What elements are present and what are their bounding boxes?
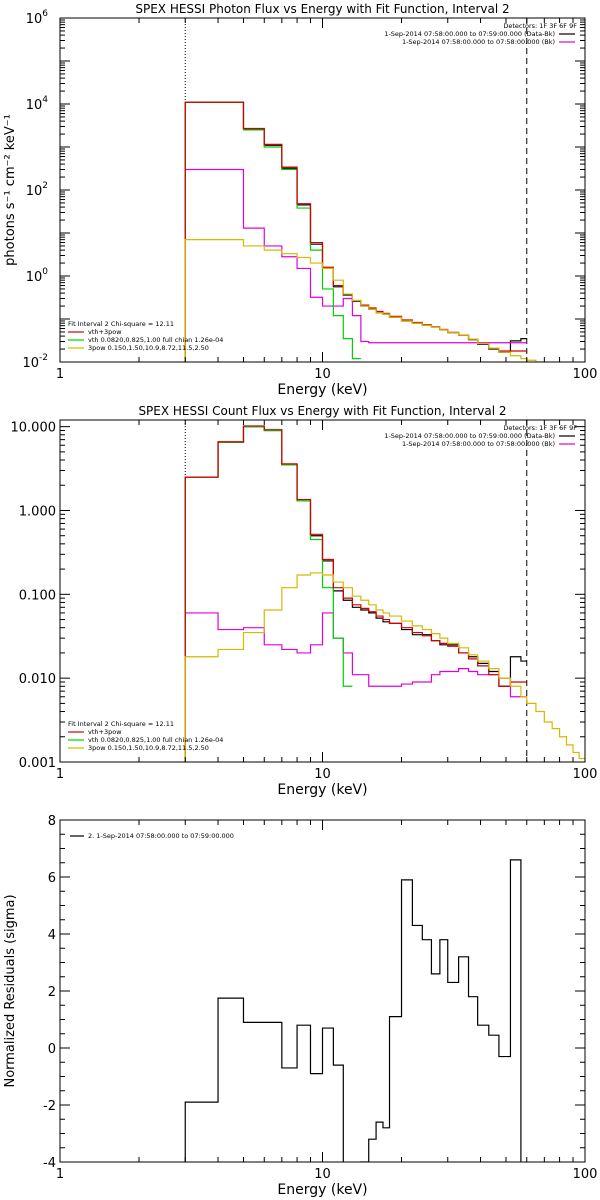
photon-x-tick-label: 100 [573,367,598,382]
photon-series-3pow [184,239,545,362]
photon-fit-legend-entry: vth+3pow [88,328,122,336]
residual-y-tick-label: 4 [48,928,56,943]
count-flux-panel: SPEX HESSI Count Flux vs Energy with Fit… [11,404,598,798]
count-y-tick-label: 0.010 [19,672,56,687]
photon-legend-entry: 1-Sep-2014 07:58:00.000 to 07:58:00.000 … [402,38,555,46]
photon-series-group [184,101,545,362]
count-fit-legend-entry: 3pow 0.150,1.50,10.9,8.72,11.5,2.50 [88,744,209,752]
photon-fit-legend-entry: 3pow 0.150,1.50,10.9,8.72,11.5,2.50 [88,344,209,352]
count-series-group [184,425,585,762]
count-legend-entry: 1-Sep-2014 07:58:00.000 to 07:59:00.000 … [384,432,555,440]
residual-y-tick-label: 8 [48,814,56,829]
photon-legend-header: Detectors: 1F 3F 6F 9F [503,22,577,30]
count-fit-legend-entry: vth 0.0820,0.825,1.00 full chian 1.26e-0… [88,736,223,744]
residual-x-tick-label: 10 [314,1167,331,1182]
photon-y-tick-exponent: 2 [42,181,48,191]
residual-series-residual [184,859,522,1162]
count-series-vth-3pow [184,425,527,762]
count-x-axis-label: Energy (keV) [277,782,367,798]
photon-y-tick-exponent: 6 [42,9,48,19]
photon-x-tick-label: 1 [56,367,64,382]
count-chart-title: SPEX HESSI Count Flux vs Energy with Fit… [138,404,506,418]
photon-y-axis-label: photons s⁻¹ cm⁻² keV⁻¹ [3,114,18,266]
count-series-bk [184,612,527,762]
residual-legend-entry: 2. 1-Sep-2014 07:58:00.000 to 07:59:00.0… [88,832,234,840]
count-y-tick-label: 1.000 [19,504,56,519]
photon-chart-title: SPEX HESSI Photon Flux vs Energy with Fi… [135,2,509,16]
photon-y-tick-exponent: 0 [42,267,48,277]
residual-x-tick-label: 1 [56,1167,64,1182]
residual-y-tick-label: -4 [43,1156,56,1171]
residual-x-tick-label: 100 [573,1167,598,1182]
residual-x-axis-label: Energy (keV) [277,1182,367,1198]
count-x-tick-label: 100 [573,767,598,782]
photon-legend-entry: 1-Sep-2014 07:58:00.000 to 07:59:00.000 … [384,30,555,38]
count-x-tick-label: 10 [314,767,331,782]
residual-y-tick-label: 6 [48,871,56,886]
residual-y-tick-label: 2 [48,985,56,1000]
residual-series-group [184,859,522,1162]
photon-fit-legend-entry: vth 0.0820,0.825,1.00 full chian 1.26e-0… [88,336,223,344]
photon-fit-legend-header: Fit Interval 2 Chi-square = 12.11 [68,320,174,328]
count-fit-legend-entry: vth+3pow [88,728,122,736]
count-fit-legend-header: Fit Interval 2 Chi-square = 12.11 [68,720,174,728]
photon-y-tick-exponent: -2 [39,353,48,363]
count-y-tick-label: 0.001 [19,756,56,771]
residual-y-axis-label: Normalized Residuals (sigma) [3,894,18,1087]
residual-y-tick-label: 0 [48,1042,56,1057]
residuals-panel: 1 10 100 Energy (keV) -4 -2 0 2 4 6 8 Normalized Re… [3,814,598,1198]
photon-x-axis-label: Energy (keV) [277,382,367,398]
count-series-3pow [184,572,585,762]
count-legend-header: Detectors: 1F 3F 6F 9F [503,424,577,432]
count-x-tick-label: 1 [56,767,64,782]
count-legend-entry: 1-Sep-2014 07:58:00.000 to 07:58:00.000 … [402,440,555,448]
residual-y-tick-label: -2 [43,1099,56,1114]
count-y-tick-label: 0.100 [19,588,56,603]
photon-y-tick-exponent: 4 [42,95,48,105]
photon-series-bk [184,168,527,362]
count-y-tick-label: 10.000 [11,421,57,436]
photon-x-tick-label: 10 [314,367,331,382]
